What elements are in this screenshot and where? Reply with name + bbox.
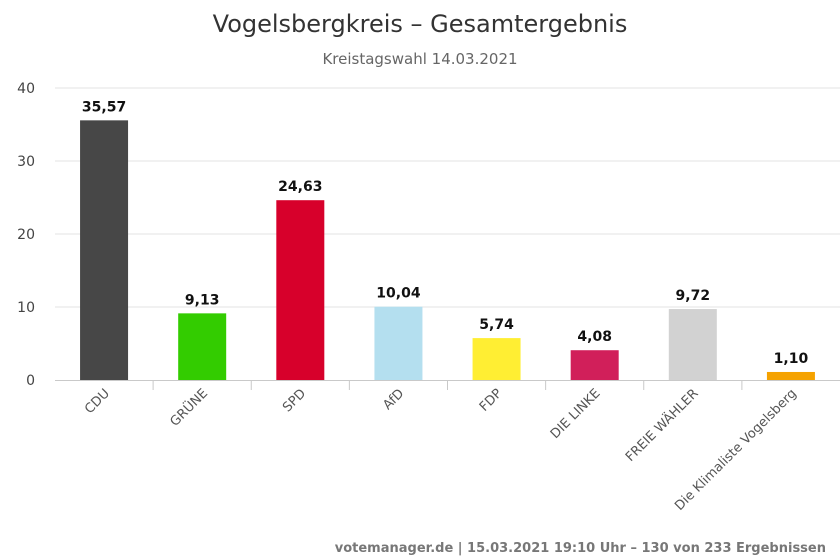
bar — [766, 371, 815, 380]
bar — [374, 306, 423, 380]
y-tick-label: 0 — [26, 373, 35, 389]
data-label: 9,13 — [185, 292, 220, 308]
bars — [80, 120, 815, 381]
chart-subtitle: Kreistagswahl 14.03.2021 — [322, 50, 517, 68]
data-label: 9,72 — [676, 288, 711, 304]
y-tick-label: 10 — [17, 300, 35, 316]
y-axis: 0 10 20 30 40 — [17, 81, 35, 389]
x-tick-label: DIE LINKE — [548, 386, 604, 442]
x-tick-label: FDP — [477, 386, 506, 415]
grid-lines — [55, 87, 840, 308]
footer-credit: votemanager.de | 15.03.2021 19:10 Uhr – … — [335, 541, 826, 556]
data-label: 10,04 — [376, 286, 421, 302]
x-tick-label: SPD — [280, 386, 309, 415]
bar — [668, 309, 717, 380]
bar — [276, 200, 325, 380]
x-tick-label: CDU — [82, 386, 113, 417]
data-label: 35,57 — [82, 99, 126, 115]
data-label: 4,08 — [577, 329, 612, 345]
y-tick-label: 20 — [17, 227, 35, 243]
data-labels: 35,57 9,13 24,63 10,04 5,74 4,08 9,72 1,10 — [82, 99, 809, 367]
data-label: 1,10 — [774, 351, 809, 367]
x-tick-label: FREIE WÄHLER — [622, 386, 701, 465]
x-tick-label: AfD — [380, 386, 407, 413]
x-axis: CDU GRÜNE SPD AfD FDP DIE LINKE FREIE WÄHLERDi… — [82, 380, 800, 514]
bar — [472, 338, 521, 380]
bar — [80, 120, 129, 381]
bar — [178, 313, 227, 380]
y-tick-label: 30 — [17, 154, 35, 170]
y-tick-label: 40 — [17, 81, 35, 97]
x-tick-label: GRÜNE — [166, 385, 211, 430]
chart-title: Vogelsbergkreis – Gesamtergebnis — [213, 10, 628, 38]
bar — [570, 350, 619, 380]
data-label: 24,63 — [278, 179, 322, 195]
data-label: 5,74 — [479, 317, 514, 333]
